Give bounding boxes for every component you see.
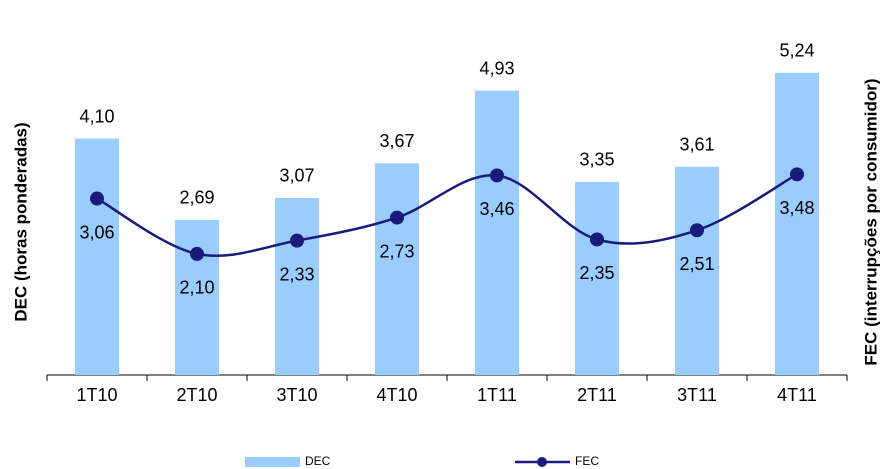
x-tick-label: 2T11 <box>577 385 617 405</box>
data-label: 4,93 <box>479 58 514 78</box>
data-label: 2,35 <box>579 263 614 283</box>
data-label: 2,10 <box>179 278 214 298</box>
y2-axis-title: FEC (interrupções por consumidor) <box>861 78 880 365</box>
data-label: 3,48 <box>779 198 814 218</box>
x-tick-label: 4T11 <box>777 385 817 405</box>
bar <box>375 163 419 375</box>
line-marker <box>290 233 304 248</box>
data-label: 5,24 <box>779 41 814 61</box>
bar <box>75 138 119 375</box>
y-axis-title: DEC (horas ponderadas) <box>11 122 30 321</box>
data-label: 4,10 <box>79 106 114 126</box>
bar <box>575 181 619 375</box>
data-label: 3,61 <box>679 135 714 155</box>
x-tick-label: 1T11 <box>477 385 517 405</box>
data-label: 3,07 <box>279 166 314 186</box>
line-marker <box>690 223 704 238</box>
data-label: 3,67 <box>379 131 414 151</box>
x-tick-label: 3T11 <box>677 385 717 405</box>
x-tick-label: 3T10 <box>276 385 317 405</box>
x-tick-label: 1T10 <box>76 385 117 405</box>
data-label: 3,35 <box>579 150 614 170</box>
data-label: 2,51 <box>679 254 714 274</box>
data-label: 2,73 <box>379 241 414 261</box>
bar <box>675 166 719 375</box>
line-marker <box>390 210 404 225</box>
line-marker <box>190 246 204 261</box>
data-label: 2,69 <box>179 188 214 208</box>
line-marker <box>590 232 604 247</box>
bar <box>775 72 819 376</box>
line <box>96 173 798 258</box>
bar <box>475 90 519 375</box>
data-label: 2,33 <box>279 264 314 284</box>
line-marker <box>490 168 504 183</box>
legend-label: DEC <box>305 454 331 468</box>
line-marker <box>790 167 804 182</box>
x-tick-label: 4T10 <box>376 385 417 405</box>
data-label: 3,06 <box>79 222 114 242</box>
data-label: 3,46 <box>479 199 514 219</box>
legend-swatch <box>245 457 300 467</box>
x-tick-label: 2T10 <box>176 385 217 405</box>
legend-label: FEC <box>575 454 599 468</box>
legend-swatch-marker <box>537 457 547 467</box>
bar <box>275 197 319 375</box>
bar <box>175 219 219 375</box>
line-marker <box>90 191 104 206</box>
